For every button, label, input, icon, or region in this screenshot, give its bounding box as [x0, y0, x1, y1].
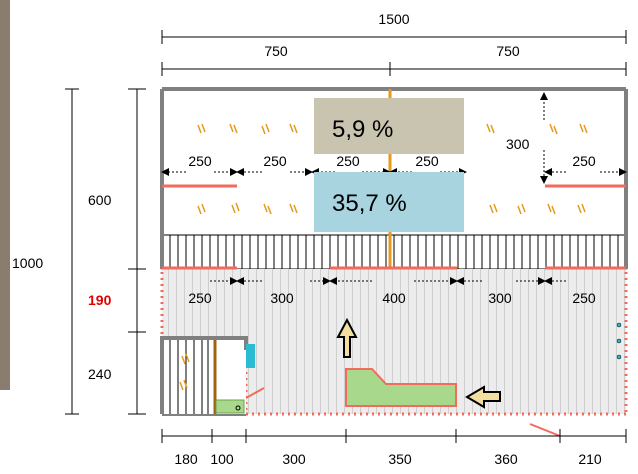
bottom-dim-3: 300 [282, 451, 306, 467]
bottom-dim-5: 360 [494, 451, 518, 467]
left-dimension-lines [65, 88, 146, 415]
bottom-dimension-lines [161, 429, 627, 443]
bottom-dim-4: 350 [388, 451, 412, 467]
building-frame [160, 87, 628, 416]
upper-percentage-box [314, 98, 464, 154]
middle-gap-4: 300 [488, 290, 512, 306]
lower-straw-marks [179, 353, 190, 391]
dim-total-height: 1000 [12, 255, 43, 271]
slat-strip [161, 234, 627, 270]
dim-lower-height: 240 [88, 366, 112, 382]
bottom-dim-2: 100 [210, 451, 234, 467]
upper-red-lines [162, 184, 626, 270]
dim-total-width: 1500 [378, 11, 409, 27]
top-dimension-lines [161, 30, 627, 76]
dim-middle-height: 190 [88, 292, 112, 308]
lower-percentage-box [314, 172, 464, 232]
photo-edge [0, 0, 10, 390]
upper-gap-4: 250 [415, 153, 439, 169]
feeding-trough [345, 368, 457, 407]
upper-gap-5: 250 [572, 153, 596, 169]
straw-marks [197, 123, 588, 215]
lower-left-room [160, 336, 265, 414]
upper-percentage-label: 5,9 % [332, 116, 393, 143]
middle-gap-1: 250 [188, 290, 212, 306]
middle-gap-2: 300 [270, 290, 294, 306]
lower-percentage-label: 35,7 % [332, 190, 407, 217]
dim-left-half: 750 [264, 43, 288, 59]
right-wall-nozzles [616, 322, 622, 360]
bottom-right-diagonal [529, 423, 561, 437]
right-vertical-dim-label: 300 [506, 136, 530, 152]
dim-right-half: 750 [496, 43, 520, 59]
middle-gap-3: 400 [382, 290, 406, 306]
bottom-dim-6: 210 [578, 451, 602, 467]
upper-gap-1: 250 [188, 153, 212, 169]
bottom-dim-1: 180 [174, 451, 198, 467]
middle-gap-5: 250 [572, 290, 596, 306]
up-arrow-icon [336, 317, 358, 358]
blue-device [246, 344, 255, 368]
upper-gap-2: 250 [263, 153, 287, 169]
dim-upper-height: 600 [88, 192, 112, 208]
upper-gap-3: 250 [336, 153, 360, 169]
left-arrow-icon [465, 385, 501, 409]
